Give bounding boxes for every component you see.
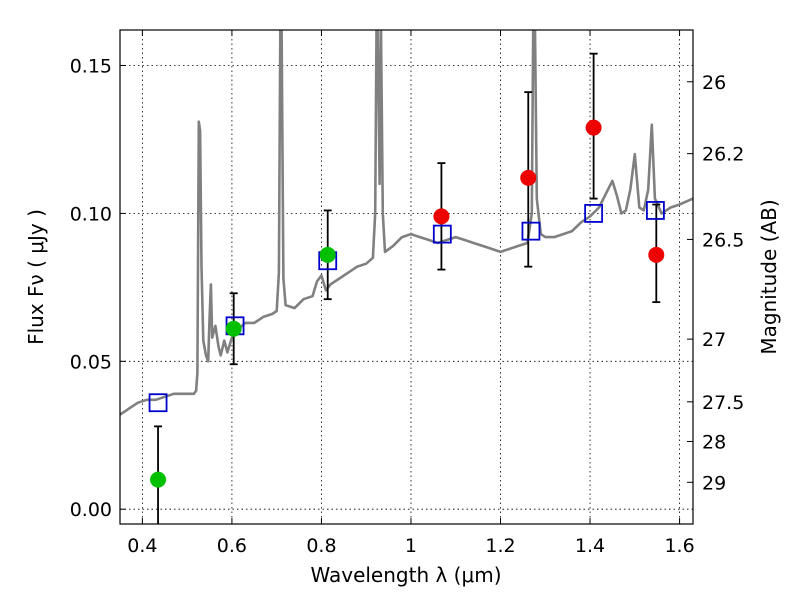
observed-point-marker — [520, 169, 537, 186]
observed-point-marker — [648, 246, 665, 263]
mag-tick-label: 26.5 — [702, 229, 744, 251]
x-tick-label: 1.2 — [485, 535, 515, 557]
x-tick-label: 0.4 — [127, 535, 157, 557]
observed-point-marker — [225, 320, 242, 337]
x-tick-label: 1 — [405, 535, 417, 557]
error-bars — [154, 52, 661, 524]
model-square-marker — [148, 393, 168, 413]
axis-ticks: 0.4 0.6 0.8 1 1.2 1.4 1.6 0.00 0.05 0.10 0.15 26 26.… — [70, 30, 744, 557]
observed-point-marker — [150, 471, 167, 488]
x-tick-label: 1.4 — [575, 535, 605, 557]
x-axis-label: Wavelength λ (μm) — [310, 563, 501, 587]
plot-frame — [119, 29, 694, 525]
x-tick-label: 0.6 — [217, 535, 247, 557]
y-tick-label: 0.10 — [70, 203, 112, 225]
model-square-marker — [645, 201, 665, 220]
mag-tick-label: 26.2 — [702, 144, 744, 166]
y-tick-label: 0.05 — [70, 351, 112, 373]
x-tick-label: 1.6 — [664, 535, 694, 557]
y-tick-label: 0.15 — [70, 55, 112, 77]
observed-point-marker — [319, 246, 336, 263]
y-tick-label: 0.00 — [70, 499, 112, 521]
observed-point-marker — [585, 119, 602, 136]
y-axis-label-left: Flux Fν ( μJy ) — [24, 209, 48, 345]
model-square-marker — [584, 204, 604, 223]
model-square-marker — [521, 221, 541, 241]
model-squares — [148, 201, 665, 413]
mag-tick-label: 27 — [702, 329, 726, 351]
model-square-marker — [432, 224, 452, 244]
mag-tick-label: 28 — [702, 431, 726, 453]
mag-tick-label: 29 — [702, 472, 726, 494]
observed-points — [150, 119, 665, 488]
mag-tick-label: 27.5 — [702, 392, 744, 414]
spectrum-line — [120, 30, 693, 416]
grid-lines — [120, 30, 693, 524]
spectrum-series — [120, 30, 693, 416]
observed-point-marker — [433, 208, 450, 225]
mag-tick-label: 26 — [702, 72, 726, 94]
x-tick-label: 0.8 — [306, 535, 336, 557]
y-axis-label-right: Magnitude (AB) — [757, 199, 781, 354]
